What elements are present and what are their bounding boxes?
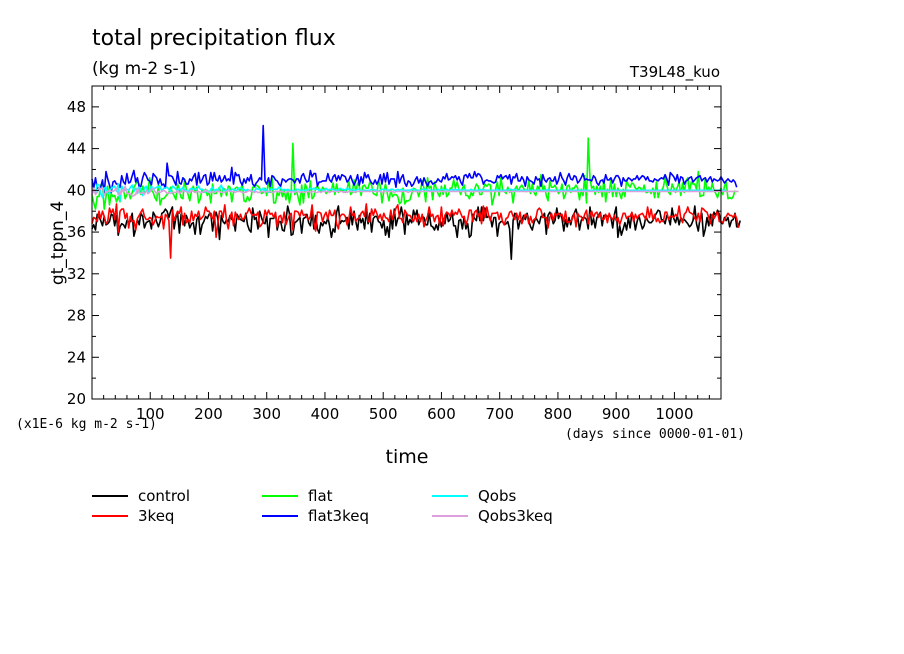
x-tick-label: 400 xyxy=(311,405,340,423)
legend-label-2: flat xyxy=(308,487,333,505)
y-tick-label: 40 xyxy=(67,181,86,199)
x-tick-label: 300 xyxy=(252,405,281,423)
series-layer xyxy=(91,124,741,261)
y-units-note: (x1E-6 kg m-2 s-1) xyxy=(16,417,157,432)
legend-label-3: flat3keq xyxy=(308,507,369,525)
x-tick-label: 700 xyxy=(485,405,514,423)
legend-label-4: Qobs xyxy=(478,487,517,505)
y-tick-label: 48 xyxy=(67,98,86,116)
y-tick-label: 28 xyxy=(67,307,86,325)
series-line-2 xyxy=(91,137,736,210)
x-tick-label: 1000 xyxy=(655,405,693,423)
axis-ticks: 20 24 28 32 36 40 44 48 100 200 300 400 500 600 700 800… xyxy=(67,86,721,423)
plot-frame xyxy=(91,85,722,400)
chart-subtitle: (kg m-2 s-1) xyxy=(92,59,196,79)
y-tick-label: 24 xyxy=(67,348,86,366)
legend-label-0: control xyxy=(138,487,190,505)
x-tick-label: 600 xyxy=(427,405,456,423)
y-tick-label: 44 xyxy=(67,140,86,158)
x-tick-label: 500 xyxy=(369,405,398,423)
run-label: T39L48_kuo xyxy=(629,63,720,82)
y-axis-label: gt_tppn_4 xyxy=(48,201,68,285)
legend: control 3keq flat flat3keq Qobs Qobs3keq xyxy=(92,487,553,525)
x-tick-label: 100 xyxy=(136,405,165,423)
y-tick-label: 20 xyxy=(67,390,86,408)
legend-label-1: 3keq xyxy=(138,507,174,525)
y-tick-label: 32 xyxy=(67,265,86,283)
series-line-3 xyxy=(91,124,738,195)
x-tick-label: 900 xyxy=(602,405,631,423)
series-line-4 xyxy=(91,183,727,202)
series-line-5 xyxy=(91,185,739,198)
series-line-1 xyxy=(91,203,740,259)
y-tick-label: 36 xyxy=(67,223,86,241)
chart-title: total precipitation flux xyxy=(92,26,336,51)
x-axis-label: time xyxy=(386,446,429,468)
x-units-note: (days since 0000-01-01) xyxy=(565,427,745,442)
legend-label-5: Qobs3keq xyxy=(478,507,553,525)
x-tick-label: 200 xyxy=(194,405,223,423)
x-tick-label: 800 xyxy=(544,405,573,423)
